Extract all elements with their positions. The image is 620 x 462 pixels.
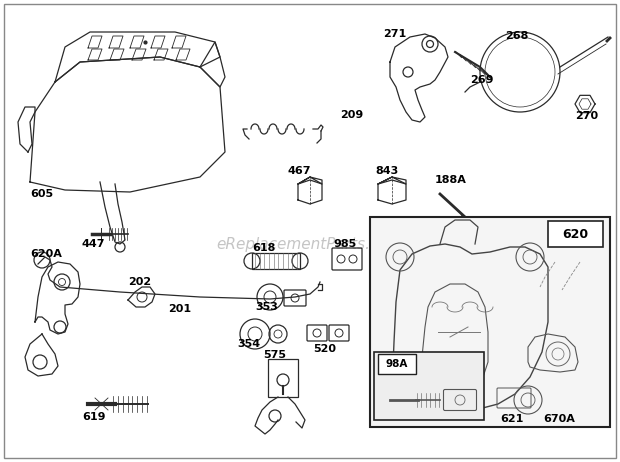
Text: 467: 467 [288,166,311,176]
Text: 620: 620 [562,227,588,241]
Text: 620A: 620A [30,249,62,259]
Text: 353: 353 [255,302,278,312]
Text: 270: 270 [575,111,598,121]
Text: 985: 985 [333,239,356,249]
Text: 575: 575 [263,350,286,360]
Text: 520: 520 [313,344,336,354]
Text: 201: 201 [168,304,191,314]
Bar [378,354,416,374]
Bar [548,221,603,247]
Text: 605: 605 [30,189,53,199]
Text: 269: 269 [470,75,494,85]
Text: 618: 618 [252,243,275,253]
Bar [268,359,298,397]
Text: 188A: 188A [435,175,467,185]
Text: 621: 621 [500,414,523,424]
Text: eReplacementParts.com: eReplacementParts.com [216,237,404,251]
Text: 670A: 670A [543,414,575,424]
Text: 268: 268 [505,31,528,41]
Text: 447: 447 [82,239,105,249]
Text: 619: 619 [82,412,105,422]
Bar [252,253,300,269]
Text: 843: 843 [375,166,398,176]
Text: 202: 202 [128,277,151,287]
Text: 98A: 98A [386,359,408,369]
Text: 271: 271 [383,29,406,39]
Text: 354: 354 [237,339,260,349]
Bar [374,352,484,420]
Bar [370,217,610,427]
Text: 209: 209 [340,110,363,120]
